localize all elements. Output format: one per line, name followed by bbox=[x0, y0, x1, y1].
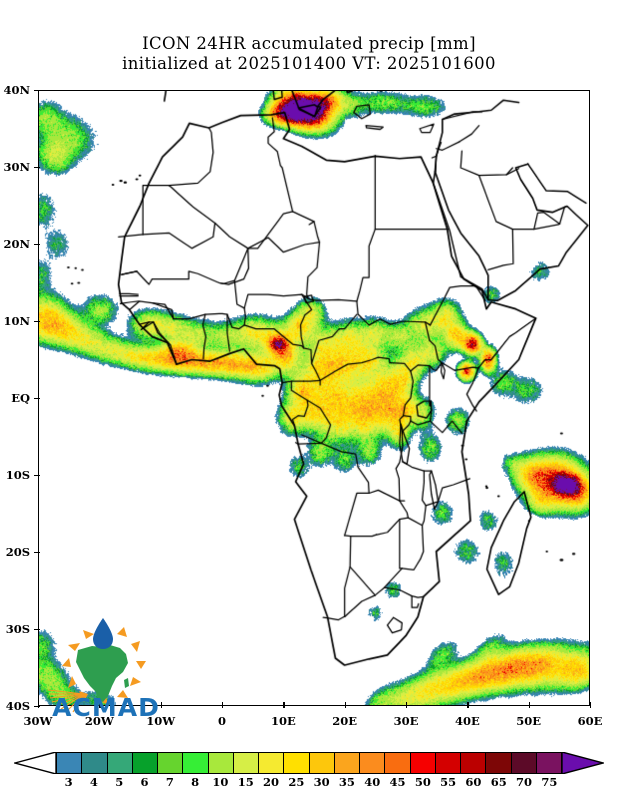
colorbar-segment bbox=[460, 752, 486, 774]
latitude-tick-mark bbox=[34, 398, 40, 400]
colorbar-tick-label: 25 bbox=[288, 775, 305, 789]
colorbar-tick-label: 65 bbox=[490, 775, 507, 789]
colorbar-under-arrow-icon bbox=[14, 752, 56, 774]
latitude-tick-mark bbox=[34, 629, 40, 631]
latitude-tick-mark bbox=[34, 244, 40, 246]
latitude-tick-label: 30N bbox=[3, 160, 30, 174]
colorbar-over-arrow-icon bbox=[562, 752, 604, 774]
colorbar-tick-labels: 3 4 5 6 7 8 10 15 20 25 30 35 40 45 50 55 60 65 70 75 bbox=[56, 775, 562, 793]
latitude-tick-mark bbox=[34, 552, 40, 554]
precipitation-raster bbox=[39, 91, 589, 705]
colorbar-tick-label: 20 bbox=[263, 775, 280, 789]
colorbar-segment bbox=[232, 752, 258, 774]
colorbar-tick-label: 3 bbox=[64, 775, 73, 789]
longitude-tick-mark bbox=[283, 702, 285, 708]
latitude-tick-mark bbox=[34, 167, 40, 169]
colorbar-segment bbox=[182, 752, 208, 774]
colorbar-segment bbox=[131, 752, 157, 774]
acmad-logo: ACMAD bbox=[40, 616, 172, 722]
colorbar-segment bbox=[308, 752, 334, 774]
title-line-primary: ICON 24HR accumulated precip [mm] bbox=[142, 34, 476, 53]
latitude-tick-label: 40S bbox=[5, 699, 30, 713]
colorbar-segment bbox=[409, 752, 435, 774]
colorbar-tick-label: 50 bbox=[414, 775, 431, 789]
logo-fan-lines-icon bbox=[47, 689, 85, 713]
colorbar-segment bbox=[434, 752, 460, 774]
longitude-tick-mark bbox=[344, 702, 347, 708]
colorbar-legend: 3 4 5 6 7 8 10 15 20 25 30 35 40 45 50 55 60 65 70 75 bbox=[0, 748, 618, 794]
colorbar-segment bbox=[207, 752, 233, 774]
longitude-tick-mark bbox=[222, 702, 224, 708]
longitude-tick-mark bbox=[590, 702, 592, 708]
latitude-tick-label: 10N bbox=[3, 314, 30, 328]
colorbar-tick-label: 45 bbox=[389, 775, 406, 789]
colorbar-tick-label: 75 bbox=[541, 775, 558, 789]
colorbar-tick-label: 60 bbox=[465, 775, 482, 789]
title-line-secondary: initialized at 2025101400 VT: 2025101600 bbox=[122, 54, 496, 73]
logo-wordmark: ACMAD bbox=[52, 693, 160, 720]
chart-title: ICON 24HR accumulated precip [mm] initia… bbox=[0, 34, 618, 74]
longitude-tick-mark bbox=[38, 702, 40, 708]
colorbar-segment bbox=[359, 752, 385, 774]
logo-madagascar-icon bbox=[124, 678, 129, 688]
water-droplet-icon bbox=[93, 618, 113, 649]
colorbar-tick-label: 5 bbox=[115, 775, 124, 789]
longitude-tick-label: 30E bbox=[393, 714, 419, 728]
colorbar-segment bbox=[510, 752, 536, 774]
latitude-tick-label: 20S bbox=[5, 545, 30, 559]
colorbar-segment bbox=[258, 752, 284, 774]
latitude-tick-mark bbox=[34, 706, 40, 708]
latitude-tick-label: 10S bbox=[5, 468, 30, 482]
map-plot-area bbox=[38, 90, 590, 706]
colorbar-tick-label: 15 bbox=[237, 775, 254, 789]
colorbar-segment bbox=[283, 752, 309, 774]
colorbar-segments bbox=[56, 752, 562, 774]
colorbar-segment bbox=[485, 752, 511, 774]
colorbar-tick-label: 35 bbox=[338, 775, 355, 789]
longitude-tick-mark bbox=[406, 702, 408, 708]
colorbar-segment bbox=[333, 752, 359, 774]
longitude-axis: 30W 20W 10W 0 10E 20E 30E 40E 50E 60E bbox=[24, 702, 602, 728]
colorbar-segment bbox=[81, 752, 107, 774]
logo-africa-icon bbox=[76, 645, 128, 702]
colorbar-tick-label: 30 bbox=[313, 775, 330, 789]
latitude-tick-mark bbox=[34, 90, 40, 92]
longitude-tick-label: 20W bbox=[84, 714, 114, 728]
longitude-tick-mark bbox=[160, 702, 163, 708]
colorbar-segment bbox=[535, 752, 562, 774]
colorbar-tick-label: 10 bbox=[212, 775, 229, 789]
longitude-tick-label: 50E bbox=[516, 714, 542, 728]
colorbar-segment bbox=[384, 752, 410, 774]
longitude-tick-label: 20E bbox=[332, 714, 358, 728]
colorbar-tick-label: 4 bbox=[89, 775, 98, 789]
colorbar-segment bbox=[157, 752, 183, 774]
colorbar-tick-label: 70 bbox=[516, 775, 533, 789]
latitude-tick-label: 30S bbox=[5, 622, 30, 636]
longitude-tick-mark bbox=[99, 702, 101, 708]
latitude-tick-label: EQ bbox=[11, 391, 30, 405]
longitude-tick-label: 30W bbox=[23, 714, 53, 728]
colorbar-tick-label: 7 bbox=[165, 775, 174, 789]
longitude-tick-mark bbox=[528, 702, 531, 708]
longitude-tick-label: 0 bbox=[217, 714, 227, 728]
longitude-tick-mark bbox=[467, 702, 469, 708]
latitude-tick-label: 40N bbox=[3, 83, 30, 97]
longitude-tick-label: 10W bbox=[146, 714, 176, 728]
colorbar-segment bbox=[56, 752, 82, 774]
colorbar-tick-label: 40 bbox=[364, 775, 381, 789]
latitude-tick-mark bbox=[34, 475, 40, 477]
colorbar-segment bbox=[106, 752, 132, 774]
longitude-tick-label: 40E bbox=[454, 714, 480, 728]
latitude-tick-mark bbox=[34, 321, 40, 323]
colorbar-tick-label: 55 bbox=[440, 775, 457, 789]
latitude-axis: 40N 30N 20N 10N EQ 10S 20S 30S 40S bbox=[0, 83, 40, 713]
latitude-tick-label: 20N bbox=[3, 237, 30, 251]
acmad-logo-svg: ACMAD bbox=[47, 618, 160, 722]
colorbar-tick-label: 8 bbox=[191, 775, 200, 789]
longitude-tick-label: 10E bbox=[270, 714, 296, 728]
longitude-tick-label: 60E bbox=[577, 714, 603, 728]
colorbar-tick-label: 6 bbox=[140, 775, 149, 789]
